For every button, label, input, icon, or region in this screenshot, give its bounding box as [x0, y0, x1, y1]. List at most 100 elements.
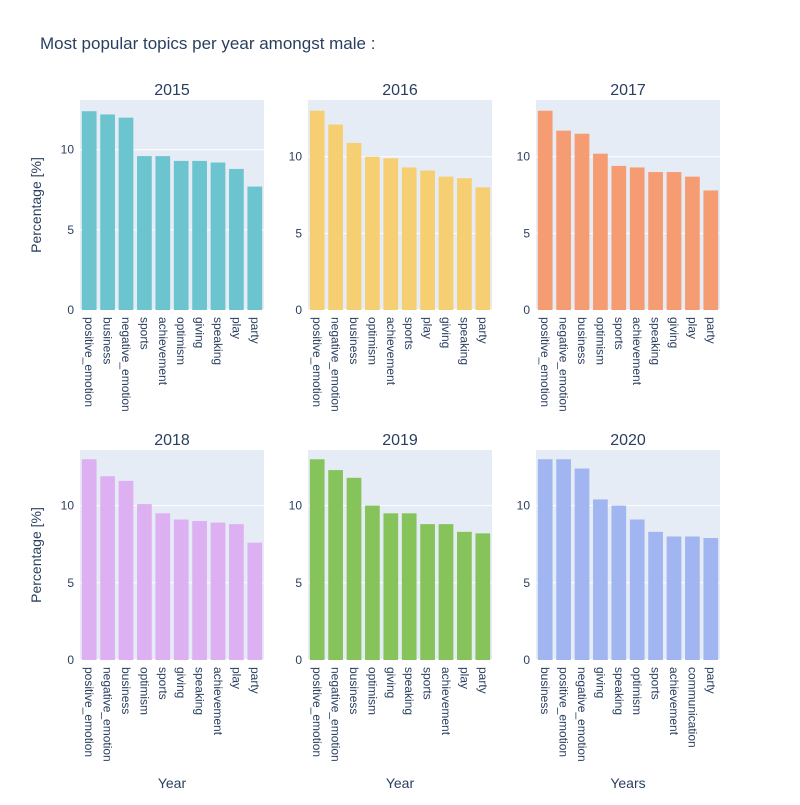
bar — [383, 513, 399, 660]
bar — [648, 531, 663, 660]
x-tick-label: business — [101, 317, 115, 364]
x-tick-label: sports — [649, 667, 663, 700]
y-tick-label: 0 — [67, 653, 74, 667]
x-tick-label: speaking — [211, 317, 225, 365]
x-tick-label: party — [248, 667, 262, 694]
bar — [438, 524, 454, 660]
y-tick-label: 5 — [523, 576, 530, 590]
bar — [593, 153, 608, 310]
x-tick-label: business — [119, 667, 133, 714]
bar — [173, 160, 189, 310]
y-tick-label: 10 — [289, 150, 303, 164]
x-tick-label: negative_emotion — [575, 667, 589, 762]
bar — [100, 476, 115, 660]
x-tick-label: business — [347, 667, 361, 714]
y-tick-label: 10 — [289, 499, 303, 513]
bar — [229, 524, 244, 660]
bar — [556, 130, 571, 310]
x-tick-label: giving — [593, 667, 607, 698]
bar — [685, 176, 700, 310]
x-tick-label: optimism — [630, 667, 644, 715]
x-tick-label: speaking — [402, 667, 416, 715]
x-axis-label: Years — [610, 775, 645, 791]
y-tick-label: 10 — [517, 499, 531, 513]
y-tick-label: 0 — [295, 653, 302, 667]
y-tick-label: 5 — [67, 576, 74, 590]
x-tick-label: optimism — [365, 667, 379, 715]
x-tick-label: negative_emotion — [557, 317, 571, 412]
bar — [574, 133, 590, 310]
bar — [611, 505, 627, 660]
subplot-title: 2020 — [610, 432, 646, 449]
bar — [457, 531, 472, 660]
x-tick-label: giving — [439, 317, 453, 348]
x-tick-label: negative_emotion — [119, 317, 133, 412]
bar — [247, 186, 263, 310]
x-tick-label: achievement — [630, 317, 644, 386]
bar — [137, 156, 152, 310]
y-tick-label: 0 — [523, 653, 530, 667]
x-tick-label: sports — [156, 667, 170, 700]
subplot-title: 2019 — [382, 432, 418, 449]
x-tick-label: giving — [384, 667, 398, 698]
subplot-5: 0 5 10 business positive_emotion negative_emo… — [517, 432, 720, 791]
x-tick-label: business — [575, 317, 589, 364]
bar — [593, 499, 608, 660]
x-tick-label: party — [704, 317, 718, 344]
bar — [556, 459, 571, 660]
x-tick-label: achievement — [667, 667, 681, 736]
bar — [438, 176, 454, 310]
bar — [155, 156, 171, 310]
bar — [475, 533, 491, 660]
bar — [192, 160, 207, 310]
bar — [629, 167, 645, 310]
bar — [703, 190, 719, 310]
bar — [666, 536, 682, 660]
x-tick-label: sports — [421, 667, 435, 700]
bar — [137, 504, 152, 660]
bar — [629, 519, 645, 660]
x-tick-label: speaking — [457, 317, 471, 365]
y-tick-label: 5 — [523, 226, 530, 240]
y-axis-label: Percentage [%] — [28, 507, 44, 603]
subplot-2: 0 5 10 positive_emotion negative_emotion busi… — [517, 82, 720, 412]
x-tick-label: sports — [612, 317, 626, 350]
x-tick-label: giving — [174, 667, 188, 698]
x-tick-label: negative_emotion — [329, 667, 343, 762]
x-tick-label: play — [685, 317, 699, 339]
x-tick-label: optimism — [593, 317, 607, 365]
bar — [537, 459, 553, 660]
x-tick-label: party — [476, 317, 490, 344]
bar — [537, 110, 553, 311]
x-tick-label: communication — [685, 667, 699, 748]
y-tick-label: 0 — [295, 303, 302, 317]
bar — [346, 142, 362, 310]
x-tick-label: achievement — [384, 317, 398, 386]
bar — [365, 505, 380, 660]
bar — [100, 114, 115, 310]
bar — [210, 522, 226, 660]
x-tick-label: play — [421, 317, 435, 339]
bar — [401, 513, 417, 660]
bar — [328, 470, 343, 660]
bar — [81, 459, 97, 660]
x-axis-label: Year — [386, 775, 415, 791]
subplot-3: 0 5 10 positive_emotion negative_emotion busi… — [28, 432, 264, 791]
x-tick-label: business — [347, 317, 361, 364]
subplot-1: 0 5 10 positive_emotion negative_emotion busi… — [289, 82, 492, 412]
x-tick-label: sports — [402, 317, 416, 350]
x-axis-label: Year — [158, 775, 187, 791]
subplot-0: 0 5 10 positive_emotion business negative_emo… — [28, 82, 264, 412]
bar — [247, 542, 263, 660]
x-tick-label: achievement — [439, 667, 453, 736]
bar — [611, 165, 627, 310]
bar — [229, 168, 244, 310]
bar — [383, 158, 399, 310]
x-tick-label: optimism — [174, 317, 188, 365]
figure-title: Most popular topics per year amongst mal… — [40, 34, 376, 53]
x-tick-label: negative_emotion — [329, 317, 343, 412]
x-tick-label: play — [229, 317, 243, 339]
bar — [192, 521, 207, 660]
